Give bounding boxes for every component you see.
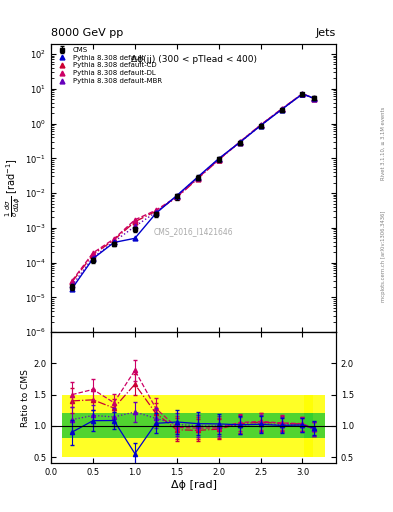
Pythia 8.308 default-CD (279, 106, 284, 112)
Pythia 8.308 default-DL (312, 95, 317, 101)
Pythia 8.308 default-MBR (91, 254, 95, 261)
Y-axis label: $\frac{1}{\sigma}\frac{d\sigma}{d\Delta\phi}$ [rad$^{-1}$]: $\frac{1}{\sigma}\frac{d\sigma}{d\Delta\… (4, 158, 22, 217)
Pythia 8.308 default-MBR (279, 106, 284, 113)
Pythia 8.308 default (195, 174, 200, 180)
Pythia 8.308 default (112, 240, 116, 246)
Pythia 8.308 default (237, 139, 242, 145)
Pythia 8.308 default-CD (312, 96, 317, 102)
Pythia 8.308 default (91, 255, 95, 262)
Pythia 8.308 default-MBR (132, 223, 137, 229)
Pythia 8.308 default-CD (70, 279, 74, 285)
Line: Pythia 8.308 default-DL: Pythia 8.308 default-DL (70, 91, 317, 283)
Pythia 8.308 default-CD (258, 122, 263, 128)
Pythia 8.308 default-CD (132, 219, 137, 225)
Pythia 8.308 default (312, 95, 317, 101)
Pythia 8.308 default-DL (112, 236, 116, 242)
Pythia 8.308 default (300, 91, 305, 97)
Pythia 8.308 default-DL (216, 157, 221, 163)
Line: Pythia 8.308 default-MBR: Pythia 8.308 default-MBR (70, 92, 317, 288)
Pythia 8.308 default-MBR (216, 156, 221, 162)
Pythia 8.308 default (258, 122, 263, 129)
Pythia 8.308 default-CD (300, 91, 305, 97)
Pythia 8.308 default (174, 193, 179, 199)
Line: Pythia 8.308 default-CD: Pythia 8.308 default-CD (70, 91, 317, 284)
Pythia 8.308 default-MBR (312, 96, 317, 102)
Pythia 8.308 default-DL (258, 122, 263, 128)
Pythia 8.308 default-DL (70, 278, 74, 284)
Pythia 8.308 default-DL (174, 194, 179, 200)
Pythia 8.308 default-CD (154, 208, 158, 215)
Pythia 8.308 default-MBR (70, 283, 74, 289)
Pythia 8.308 default-CD (91, 251, 95, 258)
Pythia 8.308 default-DL (154, 207, 158, 214)
Pythia 8.308 default-MBR (174, 193, 179, 199)
Pythia 8.308 default-MBR (112, 239, 116, 245)
Pythia 8.308 default-CD (237, 139, 242, 145)
Pythia 8.308 default-DL (237, 139, 242, 145)
Legend: CMS, Pythia 8.308 default, Pythia 8.308 default-CD, Pythia 8.308 default-DL, Pyt: CMS, Pythia 8.308 default, Pythia 8.308 … (53, 46, 163, 86)
Pythia 8.308 default-DL (91, 250, 95, 256)
Pythia 8.308 default-CD (216, 157, 221, 163)
Text: Δϕ(jj) (300 < pTlead < 400): Δϕ(jj) (300 < pTlead < 400) (130, 55, 257, 64)
Pythia 8.308 default-CD (112, 237, 116, 243)
Pythia 8.308 default (132, 235, 137, 241)
Pythia 8.308 default-MBR (300, 91, 305, 97)
Y-axis label: Ratio to CMS: Ratio to CMS (21, 369, 30, 426)
Pythia 8.308 default (154, 210, 158, 217)
X-axis label: Δϕ [rad]: Δϕ [rad] (171, 480, 217, 490)
Pythia 8.308 default (216, 156, 221, 162)
Pythia 8.308 default-DL (300, 91, 305, 97)
Pythia 8.308 default-DL (132, 217, 137, 223)
Pythia 8.308 default-MBR (154, 209, 158, 216)
Pythia 8.308 default-DL (279, 106, 284, 112)
Pythia 8.308 default-MBR (237, 140, 242, 146)
Pythia 8.308 default (279, 106, 284, 113)
Pythia 8.308 default (70, 286, 74, 292)
Pythia 8.308 default-MBR (258, 122, 263, 129)
Text: Jets: Jets (316, 28, 336, 38)
Pythia 8.308 default-MBR (195, 175, 200, 181)
Text: mcplots.cern.ch [arXiv:1306.3436]: mcplots.cern.ch [arXiv:1306.3436] (381, 210, 386, 302)
Pythia 8.308 default-DL (195, 175, 200, 181)
Pythia 8.308 default-CD (174, 195, 179, 201)
Pythia 8.308 default-CD (195, 176, 200, 182)
Text: 8000 GeV pp: 8000 GeV pp (51, 28, 123, 38)
Text: Rivet 3.1.10, ≥ 3.1M events: Rivet 3.1.10, ≥ 3.1M events (381, 106, 386, 180)
Line: Pythia 8.308 default: Pythia 8.308 default (70, 92, 317, 291)
Text: CMS_2016_I1421646: CMS_2016_I1421646 (154, 227, 233, 236)
